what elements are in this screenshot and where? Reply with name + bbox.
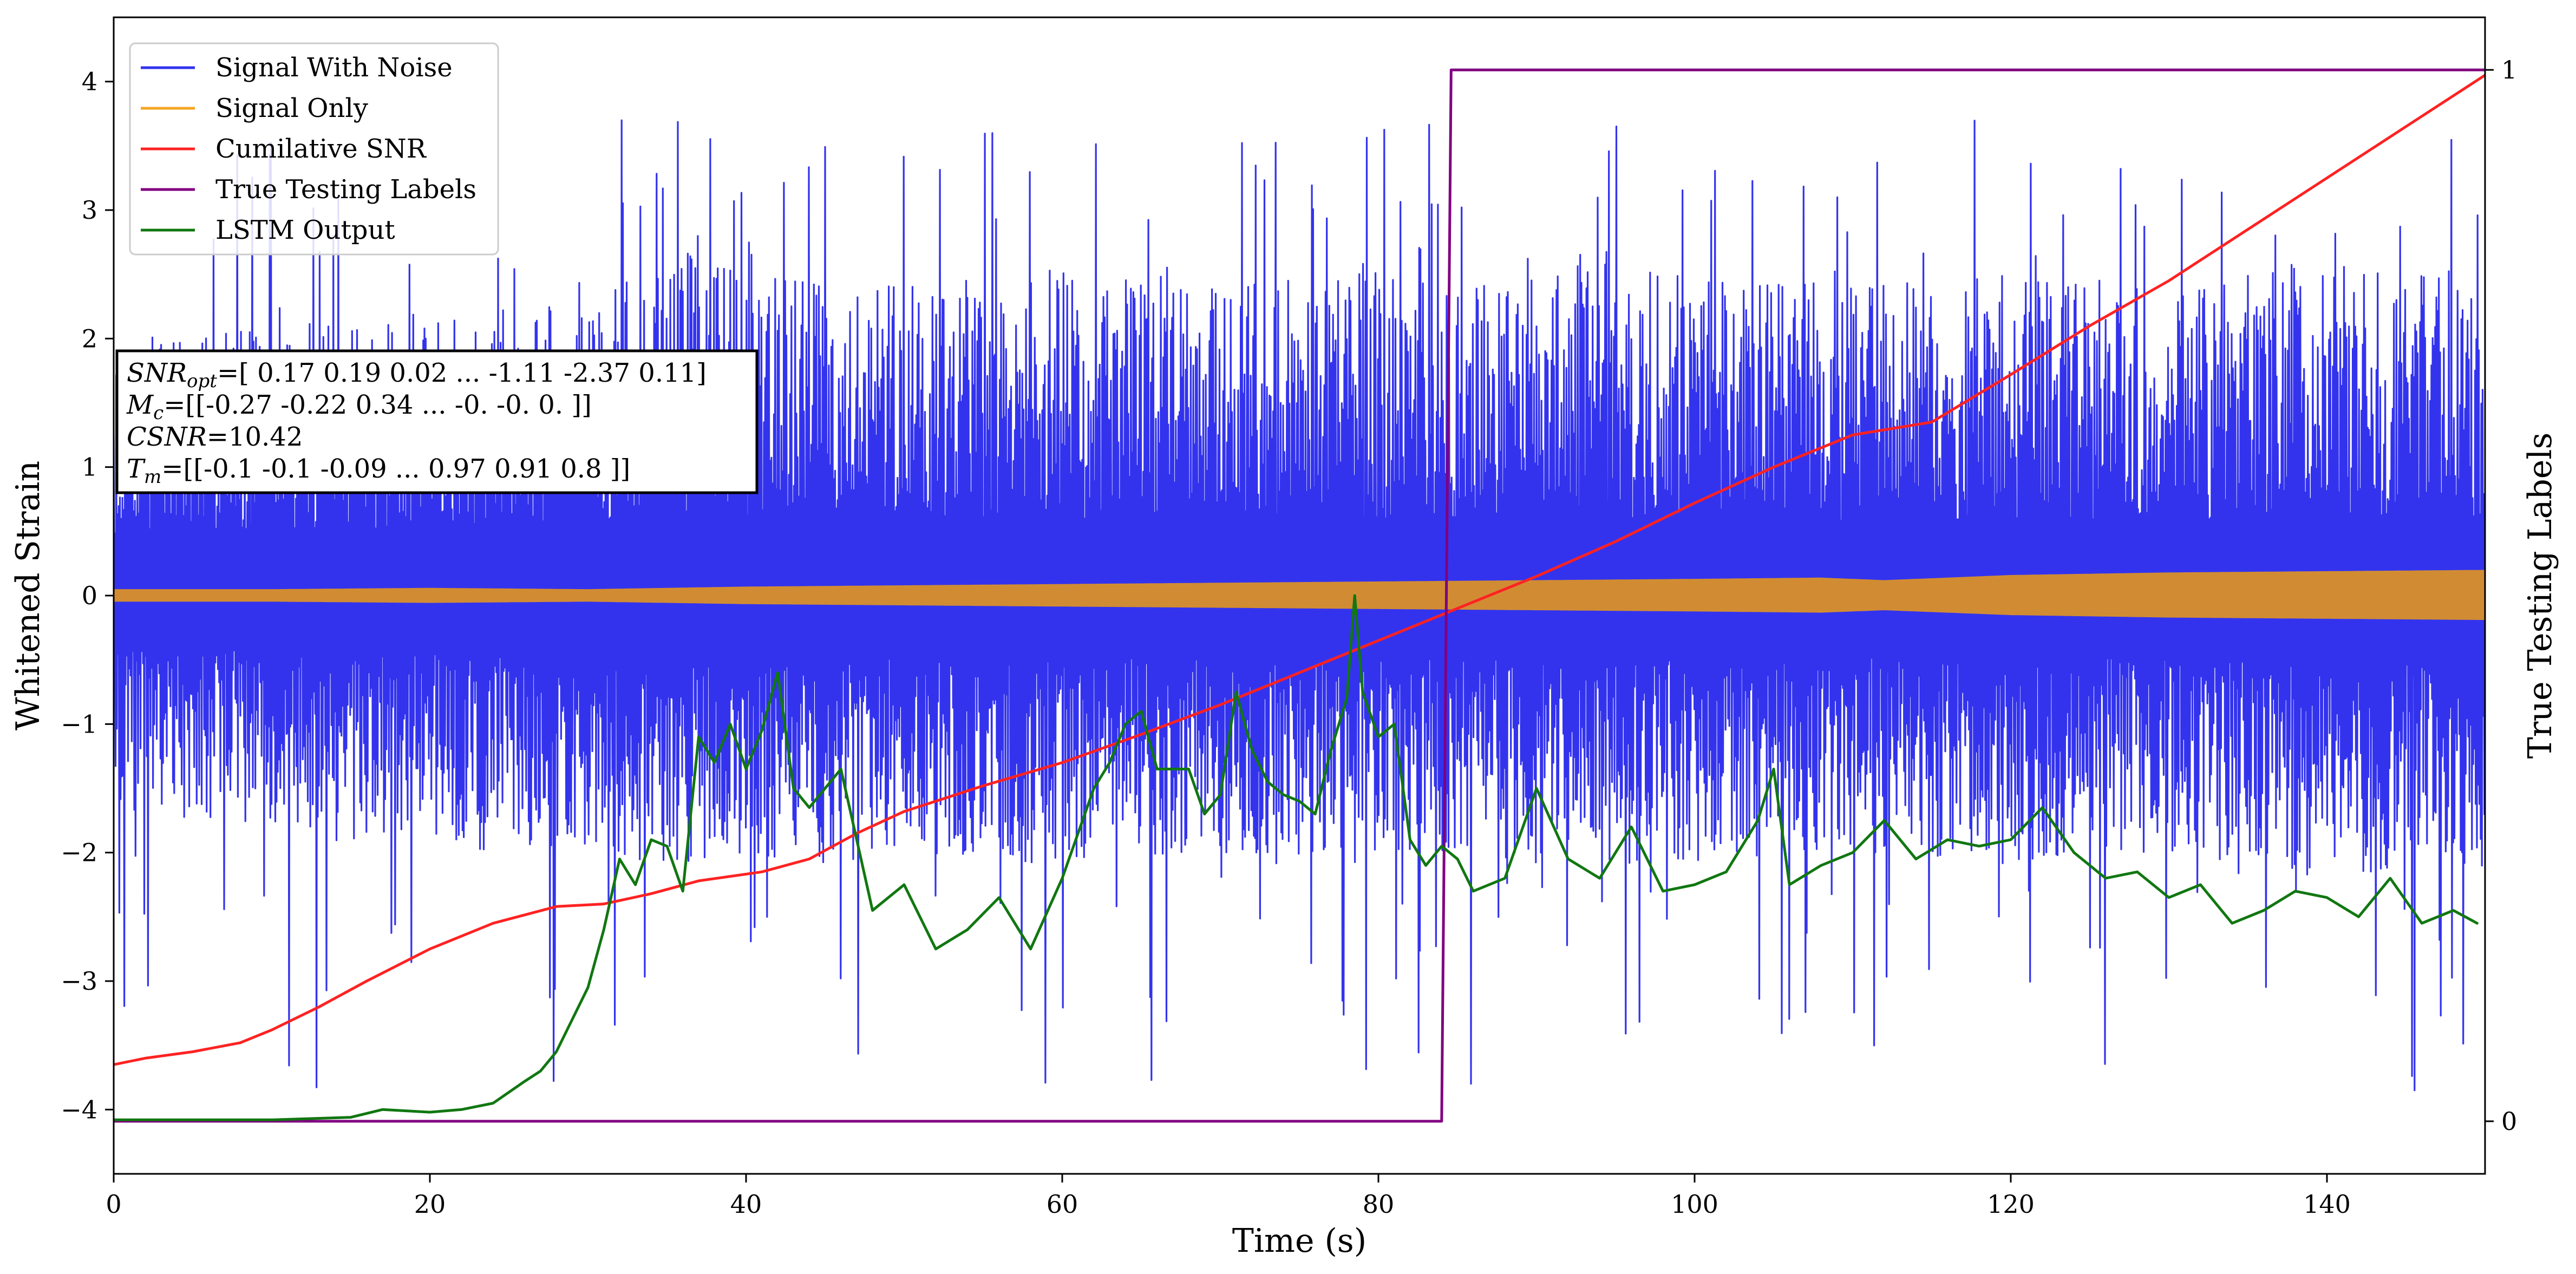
annotation-segment: =[[-0.27 -0.22 0.34 ... -0. -0. 0. ]] xyxy=(164,390,592,420)
x-tick-label: 120 xyxy=(1987,1190,2035,1219)
x-tick-label: 0 xyxy=(106,1190,121,1219)
annotation-segment: T xyxy=(127,454,146,484)
legend-label: LSTM Output xyxy=(215,215,395,245)
y-tick-label: 1 xyxy=(82,453,97,482)
y-tick-label: −3 xyxy=(61,966,97,996)
x-tick-label: 80 xyxy=(1363,1190,1395,1219)
legend-label: True Testing Labels xyxy=(215,174,476,205)
x-tick-label: 100 xyxy=(1671,1190,1718,1219)
annotation-segment: =10.42 xyxy=(207,422,303,452)
x-tick-label: 60 xyxy=(1047,1190,1078,1219)
signal-only-band xyxy=(114,570,2485,620)
x-axis-title: Time (s) xyxy=(1232,1222,1367,1260)
annotation-segment: c xyxy=(153,402,164,424)
legend-label: Cumilative SNR xyxy=(215,134,427,164)
x-tick-label: 140 xyxy=(2303,1190,2351,1219)
x-tick-label: 20 xyxy=(414,1190,446,1219)
annotation-segment: =[ 0.17 0.19 0.02 ... -1.11 -2.37 0.11] xyxy=(217,358,707,388)
lstm-output-line xyxy=(114,594,2479,1121)
y-tick-label: 4 xyxy=(82,67,97,96)
legend-frame xyxy=(129,42,499,256)
y2-tick-label: 0 xyxy=(2501,1107,2517,1136)
legend-label: Signal Only xyxy=(215,93,368,123)
annotation-frame xyxy=(115,349,759,494)
annotation-segment: m xyxy=(144,466,161,488)
y-tick-label: −2 xyxy=(61,838,97,867)
annotation-line: SNRopt=[ 0.17 0.19 0.02 ... -1.11 -2.37 … xyxy=(127,358,707,392)
annotation-segment: =[[-0.1 -0.1 -0.09 ... 0.97 0.91 0.8 ]] xyxy=(161,454,630,484)
plot-series-group xyxy=(114,68,2485,1123)
y-tick-label: 0 xyxy=(82,581,97,610)
legend: Signal With Noise Signal Only Cumilative S… xyxy=(129,42,499,256)
annotation-box: SNRopt=[ 0.17 0.19 0.02 ... -1.11 -2.37 … xyxy=(115,349,759,494)
annotation-segment: CSNR xyxy=(127,422,207,452)
annotation-segment: M xyxy=(126,390,154,420)
annotation-line: CSNR=10.42 xyxy=(127,422,303,452)
y2-tick-label: 1 xyxy=(2501,55,2517,84)
y-axis-title: Whitened Strain xyxy=(9,461,47,730)
y-tick-label: −4 xyxy=(61,1095,97,1124)
plot-area xyxy=(114,68,2485,1123)
annotation-line: Mc=[[-0.27 -0.22 0.34 ... -0. -0. 0. ]] xyxy=(126,390,592,424)
y2-axis-title: True Testing Labels xyxy=(2521,433,2559,759)
cumulative-snr-line xyxy=(114,74,2485,1066)
y-tick-label: 3 xyxy=(82,195,97,225)
annotation-segment: opt xyxy=(187,370,217,392)
y-tick-label: −1 xyxy=(61,709,97,739)
y-tick-label: 2 xyxy=(82,324,97,353)
x-tick-label: 40 xyxy=(730,1190,762,1219)
annotation-line: Tm=[[-0.1 -0.1 -0.09 ... 0.97 0.91 0.8 ]… xyxy=(127,454,630,488)
true-testing-labels-line xyxy=(114,68,2485,1123)
annotation-segment: SNR xyxy=(127,358,187,388)
legend-label: Signal With Noise xyxy=(215,53,453,83)
